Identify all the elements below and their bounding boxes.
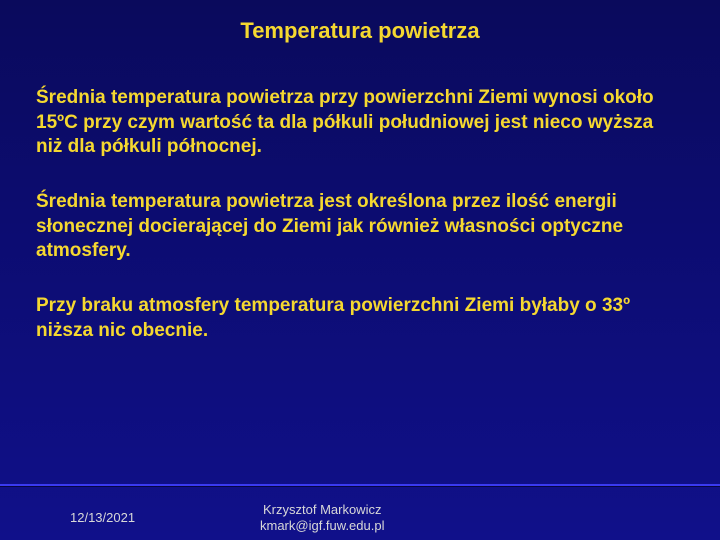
slide-title: Temperatura powietrza (36, 18, 684, 44)
footer-author-email: kmark@igf.fuw.edu.pl (260, 518, 384, 534)
paragraph-3: Przy braku atmosfery temperatura powierz… (36, 294, 684, 343)
footer-author-name: Krzysztof Markowicz (260, 502, 384, 518)
footer-author: Krzysztof Markowicz kmark@igf.fuw.edu.pl (260, 502, 384, 535)
footer-date: 12/13/2021 (70, 510, 250, 525)
paragraph-2: Średnia temperatura powietrza jest okreś… (36, 190, 684, 264)
slide-footer: 12/13/2021 Krzysztof Markowicz kmark@igf… (0, 502, 720, 535)
footer-divider (0, 484, 720, 486)
slide: Temperatura powietrza Średnia temperatur… (0, 0, 720, 540)
paragraph-1: Średnia temperatura powietrza przy powie… (36, 86, 684, 160)
